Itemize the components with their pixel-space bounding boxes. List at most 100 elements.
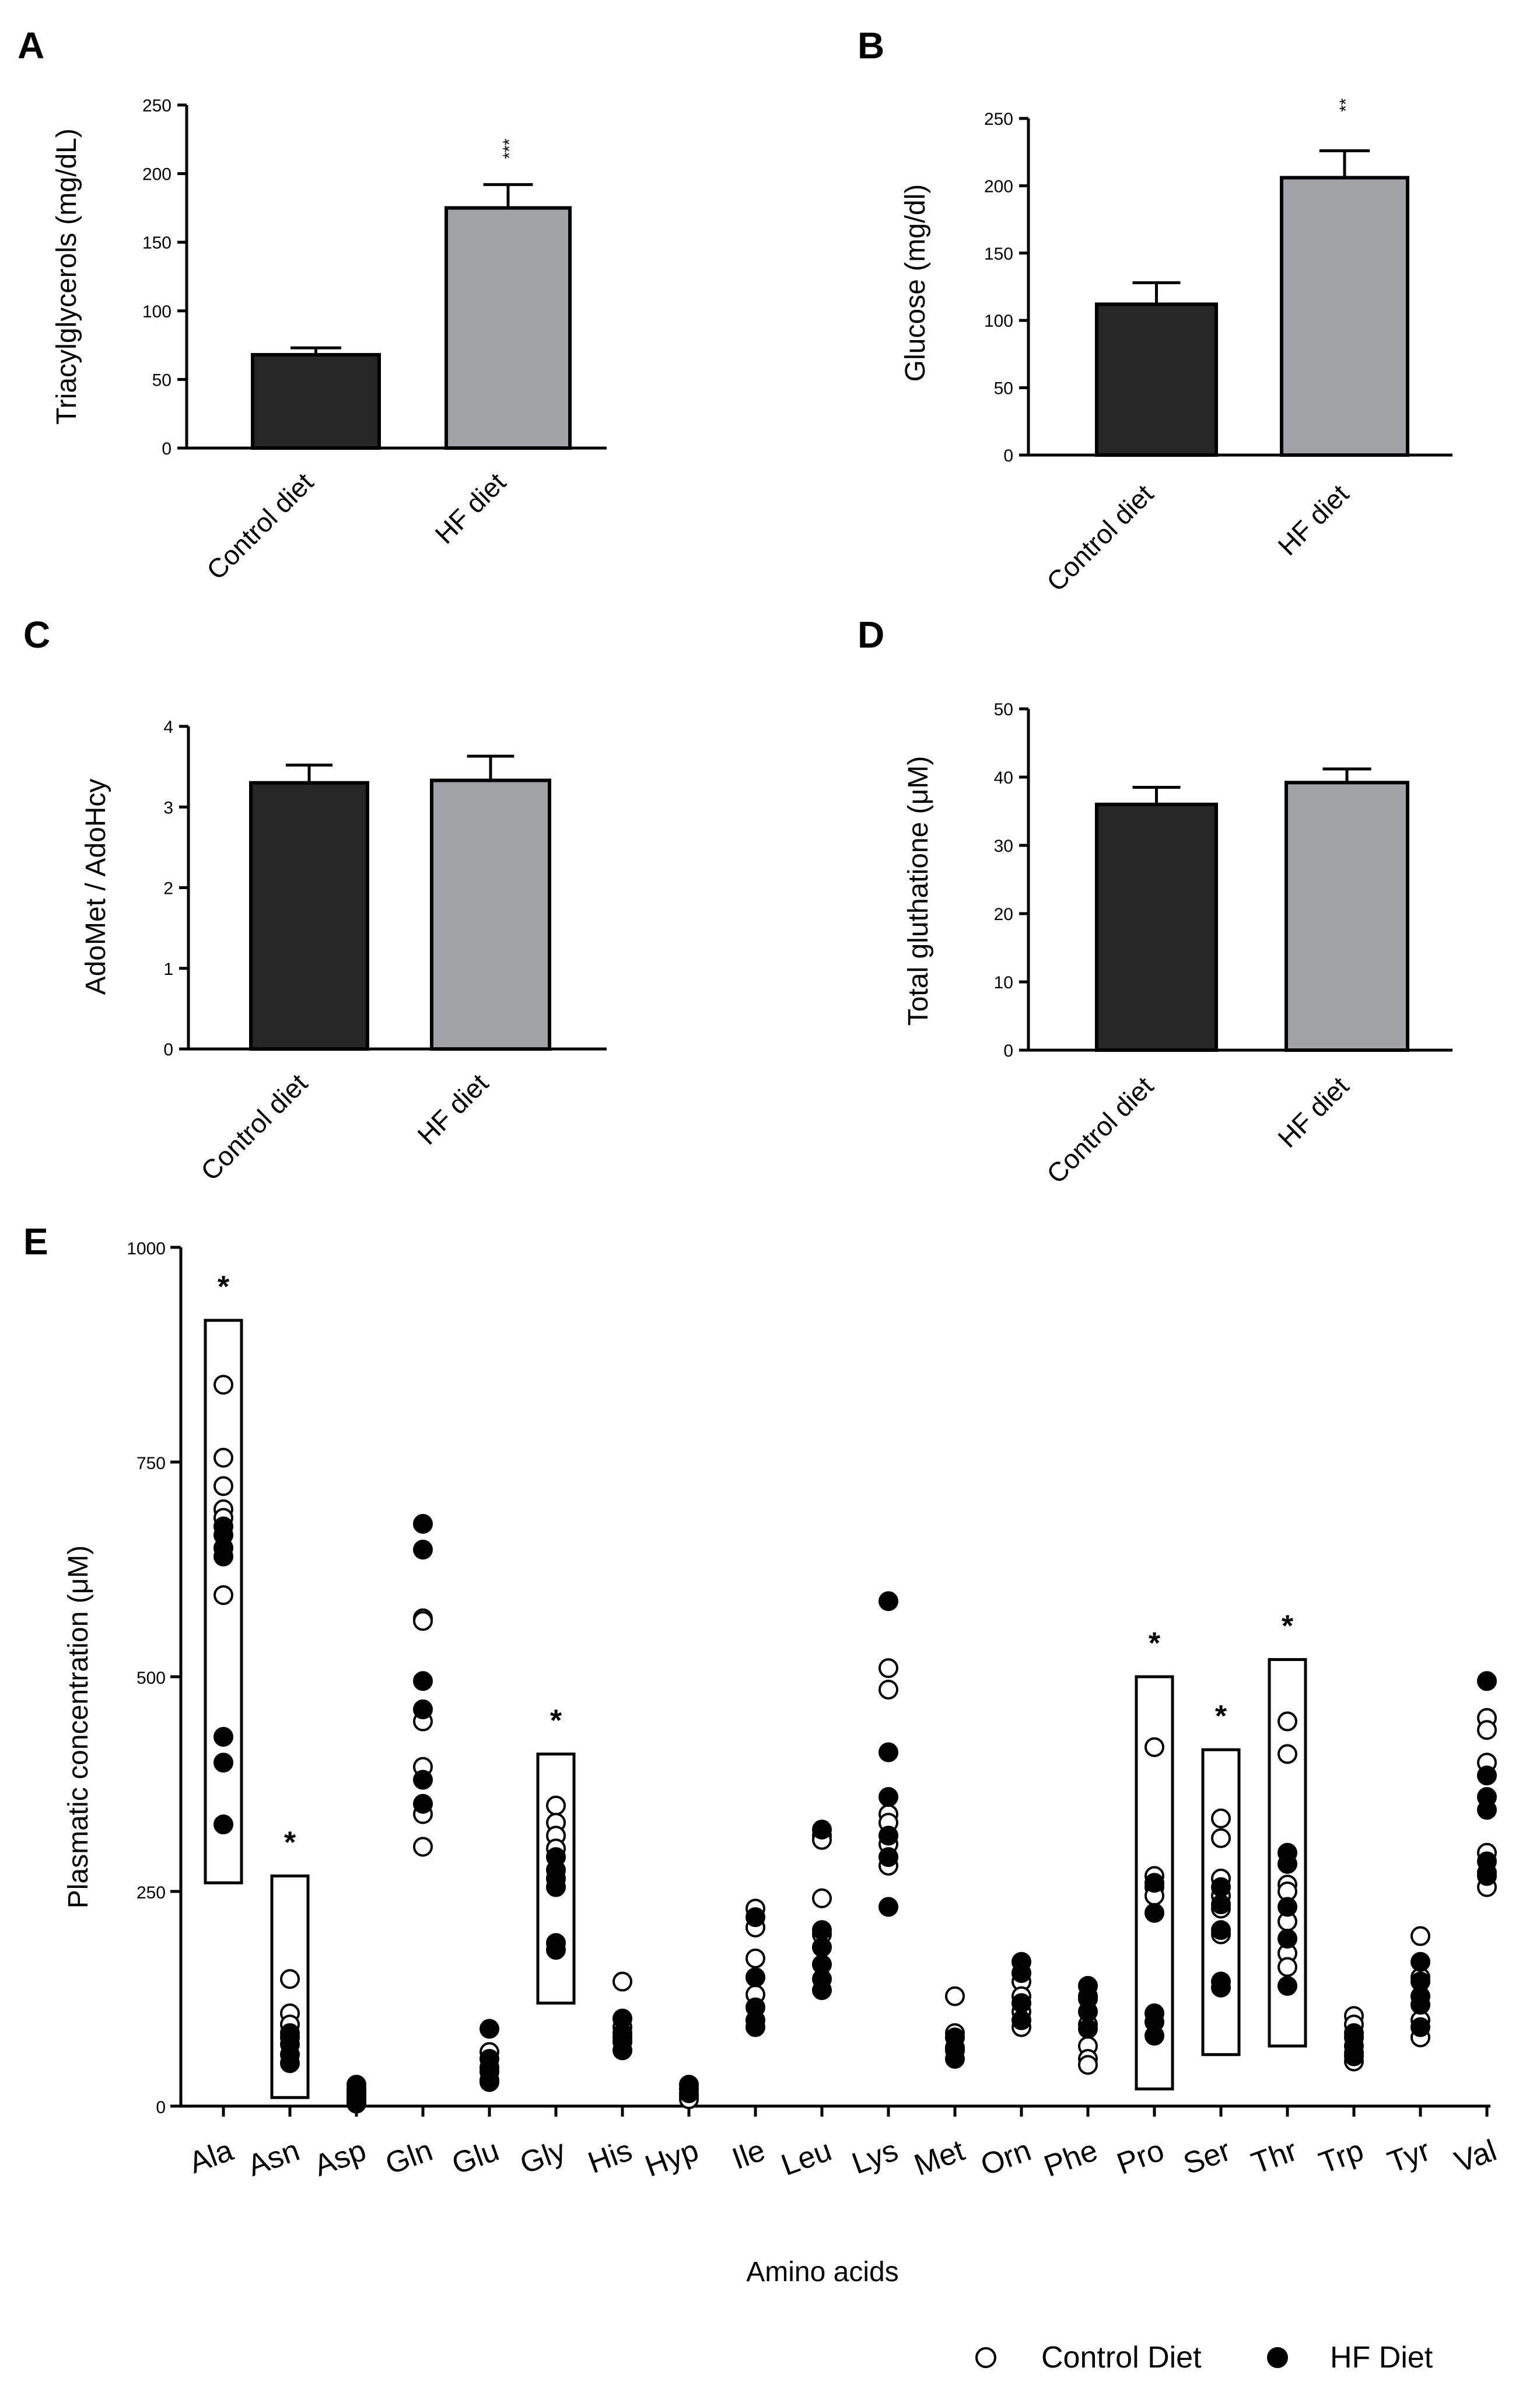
- panel-c-y-tick-label: 3: [163, 798, 173, 817]
- control-point-ala: [214, 1585, 233, 1606]
- panel-c-category-label: HF diet: [411, 1068, 494, 1150]
- control-point-lys: [878, 1680, 898, 1700]
- hf-point-hyp: [679, 2083, 699, 2103]
- x-tick-label-lys: Lys: [848, 2134, 902, 2181]
- x-tick-label-pro: Pro: [1112, 2134, 1168, 2181]
- hf-point-thr: [1278, 1854, 1297, 1874]
- hf-point-tyr: [1410, 2017, 1430, 2037]
- panel-letter-d: D: [858, 614, 884, 656]
- panel-a-y-tick-label: 100: [142, 302, 172, 321]
- hf-point-lys: [878, 1847, 898, 1868]
- panel-b-y-tick-label: 50: [994, 379, 1013, 398]
- significance-star-ala: *: [218, 1270, 230, 1304]
- hf-point-leu: [812, 1920, 832, 1940]
- panel-e-y-tick-label: 250: [136, 1883, 166, 1903]
- hf-point-gln: [413, 1671, 433, 1691]
- hf-point-pro: [1144, 1903, 1164, 1923]
- panel-e-y-axis-label: Plasmatic concentration (μM): [63, 1545, 94, 1909]
- significance-box-ser: [1201, 1748, 1241, 2057]
- significance-star-asn: *: [284, 1826, 296, 1860]
- legend: Control Diet HF Diet: [975, 2341, 1433, 2374]
- panel-a-y-tick-label: 250: [142, 96, 172, 116]
- panel-a-category-label: HF diet: [429, 467, 512, 550]
- hf-point-ser: [1211, 1894, 1231, 1915]
- x-tick-label-gln: Gln: [381, 2134, 437, 2181]
- x-tick-label-hyp: Hyp: [640, 2134, 703, 2184]
- hf-point-asn: [280, 2053, 300, 2073]
- control-point-val: [1477, 1720, 1497, 1740]
- panel-letter-a: A: [18, 25, 44, 67]
- hf-point-ala: [214, 1727, 233, 1747]
- control-point-tyr: [1410, 1926, 1430, 1946]
- hf-point-orn: [1012, 1963, 1031, 1983]
- control-point-gln: [413, 1611, 433, 1631]
- panel-b-bar-hf-diet: [1280, 176, 1409, 457]
- legend-hf-label: HF Diet: [1330, 2341, 1433, 2374]
- control-point-ala: [214, 1375, 233, 1395]
- panel-a-bar-hf-diet: [444, 206, 572, 450]
- panel-b-bar-control-diet: [1095, 302, 1218, 457]
- panel-c-bar-hf-diet: [430, 778, 551, 1051]
- x-tick-label-ile: Ile: [728, 2134, 769, 2176]
- x-tick-label-leu: Leu: [777, 2134, 836, 2183]
- panel-c-y-axis-label: AdoMet / AdoHcy: [80, 779, 111, 995]
- panel-e-y-tick-label: 750: [136, 1454, 166, 1473]
- panel-b-y-axis-label: Glucose (mg/dl): [900, 184, 931, 382]
- legend-control-marker: [975, 2347, 996, 2368]
- hf-point-pro: [1144, 2026, 1164, 2046]
- control-point-thr: [1278, 1711, 1297, 1732]
- control-point-his: [612, 1971, 632, 1992]
- panel-e-x-axis-label: Amino acids: [746, 2257, 898, 2288]
- panel-b-y-tick-label: 150: [984, 244, 1013, 264]
- panel-a-y-tick-label: 150: [142, 233, 172, 253]
- significance-box-gly: [536, 1752, 576, 2005]
- panel-d-y-tick-label: 10: [994, 973, 1013, 992]
- hf-point-lys: [878, 1787, 898, 1807]
- hf-point-phe: [1078, 2019, 1098, 2039]
- x-tick-label-orn: Orn: [977, 2134, 1035, 2183]
- control-point-thr: [1278, 1957, 1297, 1977]
- panel-letter-e: E: [23, 1221, 48, 1263]
- panel-d-y-tick-label: 20: [994, 905, 1013, 924]
- hf-point-lys: [878, 1897, 898, 1917]
- control-point-gly: [546, 1795, 566, 1816]
- panel-a-bar-hf-diet-significance: ***: [500, 138, 519, 159]
- hf-point-ala: [214, 1814, 233, 1835]
- hf-point-gly: [546, 1877, 566, 1897]
- hf-point-lys: [878, 1591, 898, 1611]
- panel-a-y-tick-label: 200: [142, 165, 172, 184]
- panel-a-y-tick-label: 0: [162, 439, 172, 459]
- panel-d-category-label: HF diet: [1272, 1071, 1354, 1153]
- significance-box-pro: [1135, 1675, 1174, 2091]
- hf-point-ala: [214, 1753, 233, 1773]
- control-point-met: [945, 1986, 965, 2006]
- hf-point-gln: [413, 1769, 433, 1790]
- panel-c-y-tick-label: 0: [163, 1040, 173, 1059]
- panel-b-y-tick-label: 100: [984, 312, 1013, 331]
- panel-letter-c: C: [23, 614, 50, 656]
- hf-point-ser: [1211, 1920, 1231, 1940]
- panel-d-category-label: Control diet: [1041, 1071, 1159, 1189]
- x-tick-label-asp: Asp: [310, 2134, 370, 2183]
- x-tick-label-val: Val: [1450, 2134, 1501, 2180]
- control-point-gln: [413, 1837, 433, 1857]
- control-point-asn: [280, 1969, 300, 1989]
- panel-c-bar-control-diet: [249, 781, 369, 1051]
- hf-point-trp: [1344, 2046, 1364, 2066]
- panel-d-y-tick-label: 50: [994, 700, 1013, 719]
- significance-star-thr: *: [1282, 1610, 1294, 1643]
- panel-d-y-tick-label: 30: [994, 837, 1013, 856]
- x-tick-label-met: Met: [910, 2134, 970, 2183]
- panel-e-y-tick-label: 500: [136, 1669, 166, 1688]
- hf-point-glu: [480, 2019, 499, 2039]
- hf-point-leu: [812, 1820, 832, 1840]
- legend-control-label: Control Diet: [1041, 2341, 1202, 2374]
- hf-point-gln: [413, 1513, 433, 1534]
- significance-star-gly: *: [550, 1704, 562, 1737]
- control-point-ala: [214, 1447, 233, 1468]
- x-tick-label-gly: Gly: [516, 2134, 570, 2181]
- hf-point-gln: [413, 1793, 433, 1814]
- x-tick-label-thr: Thr: [1247, 2134, 1301, 2181]
